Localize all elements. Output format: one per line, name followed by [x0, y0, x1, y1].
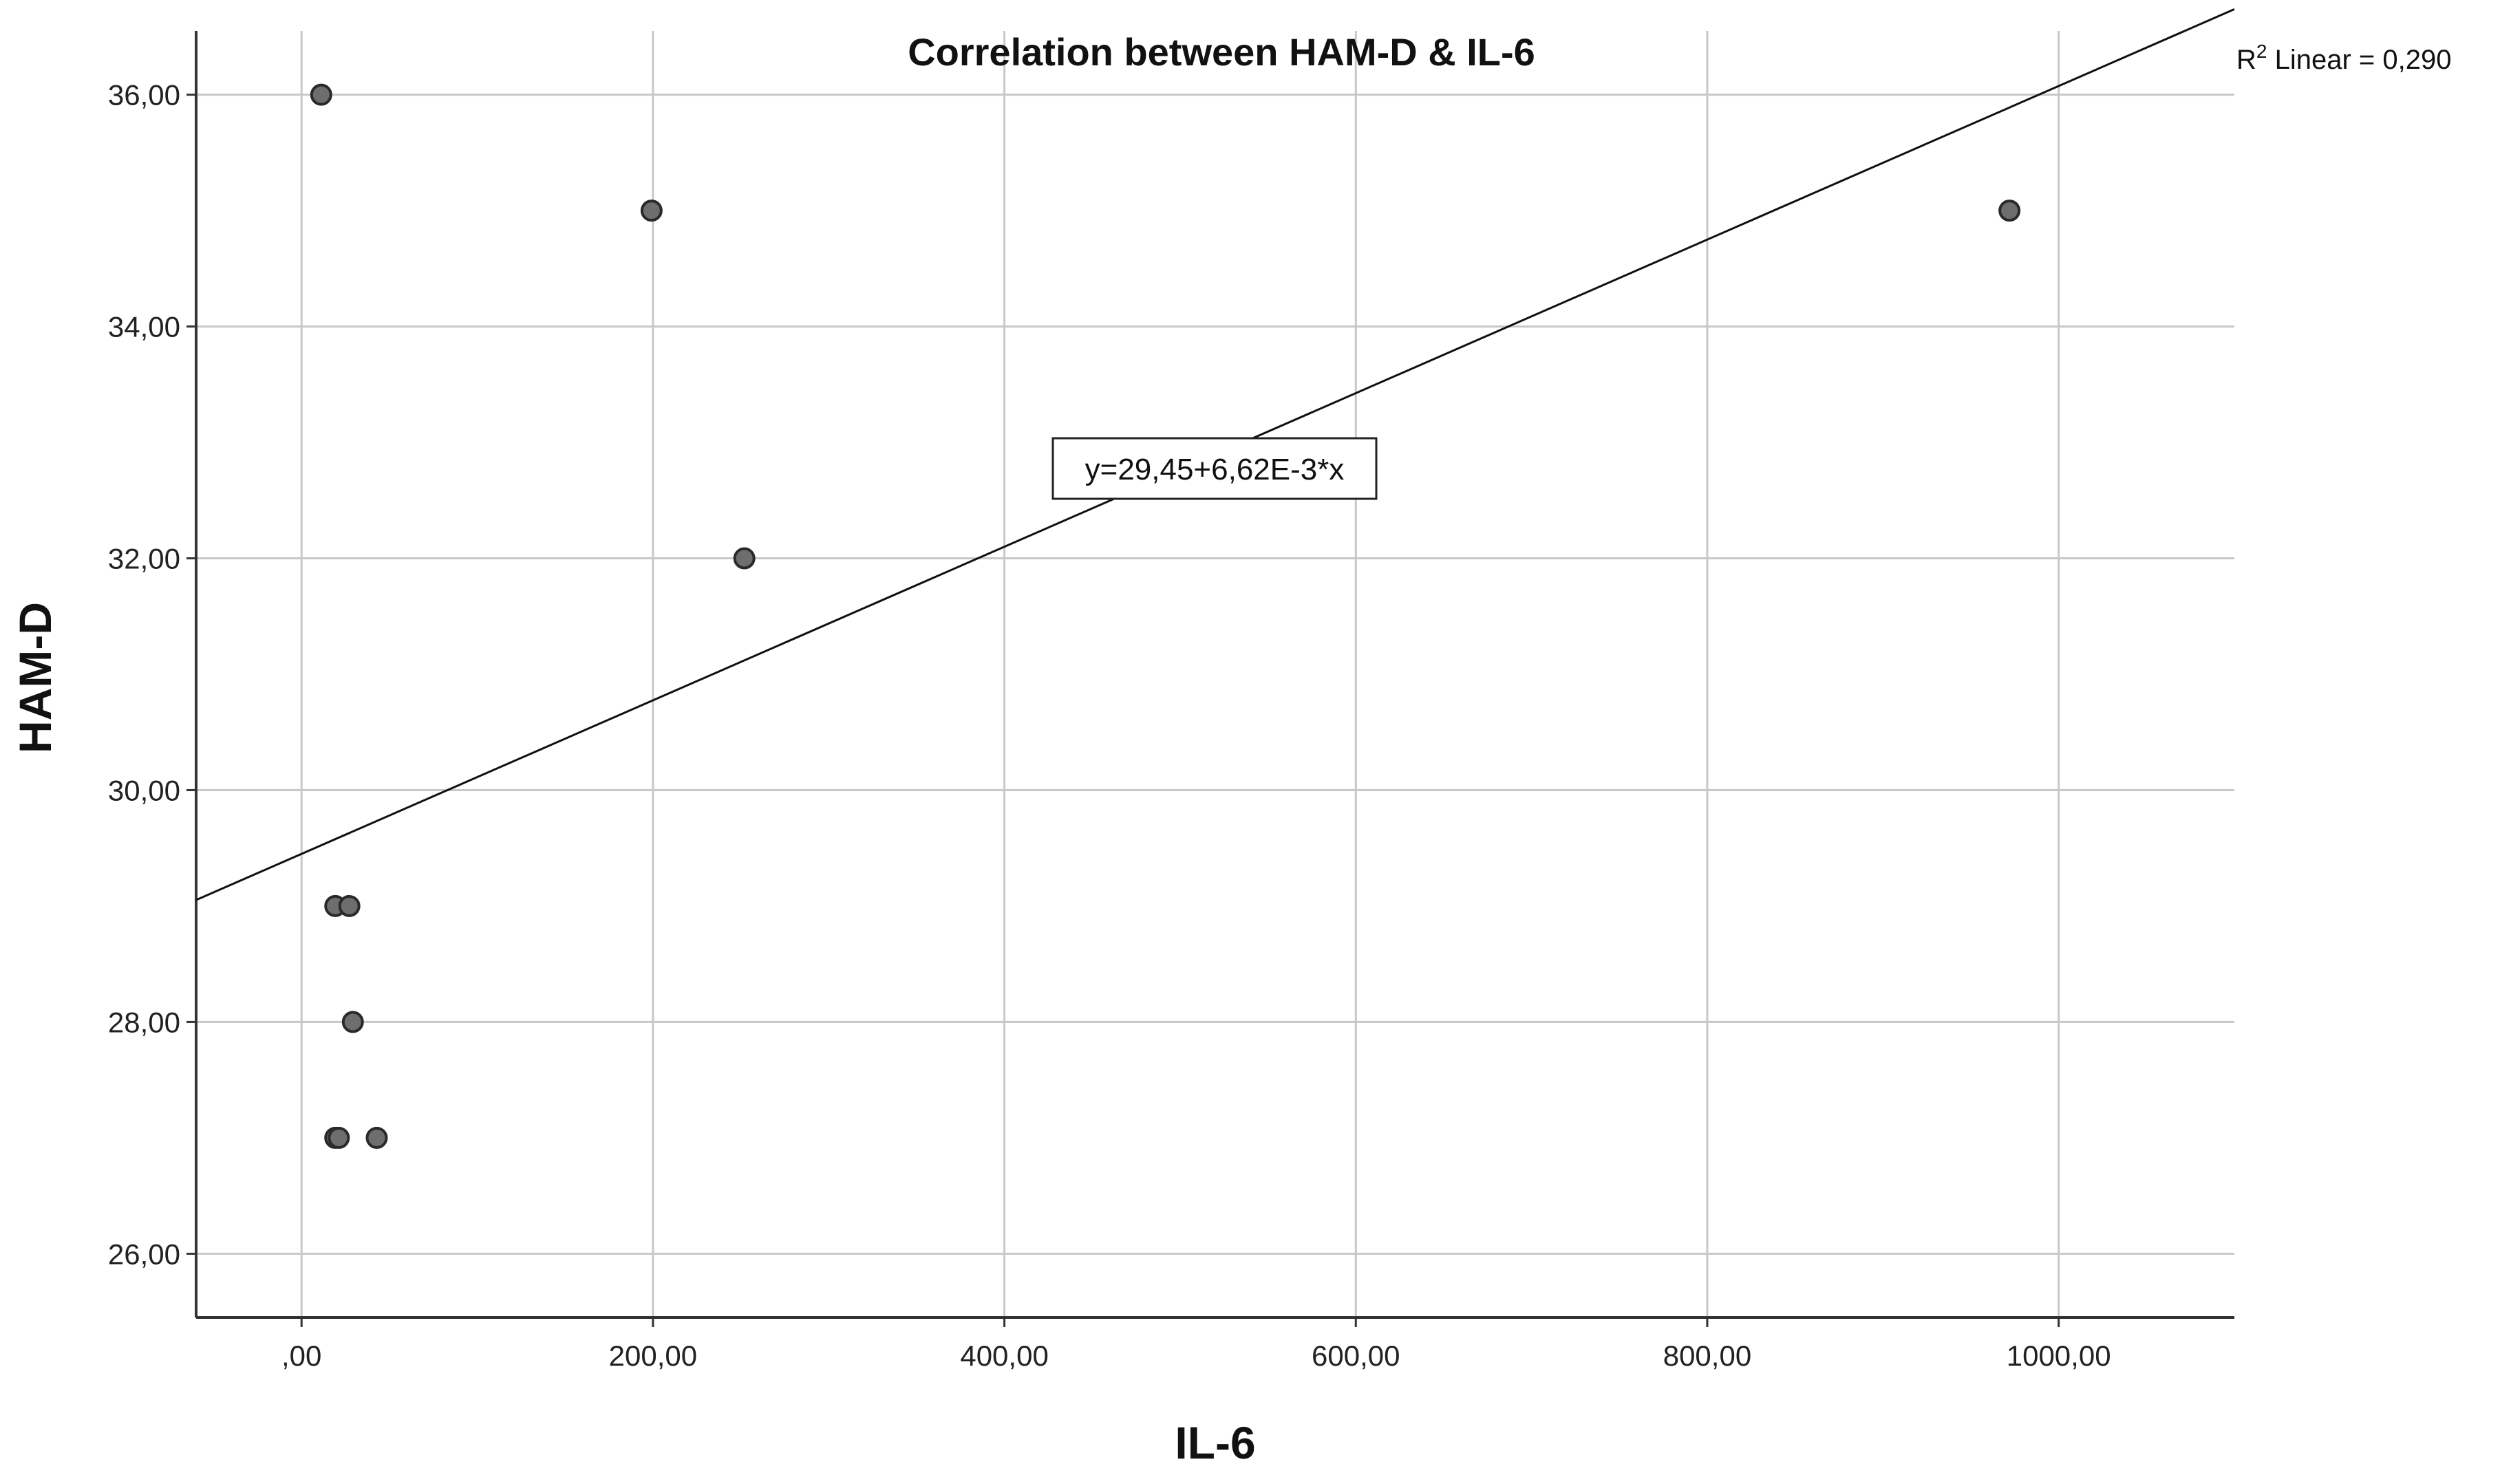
- y-tick-label: 30,00: [108, 774, 180, 806]
- x-tick-label: ,00: [281, 1340, 321, 1372]
- data-point: [338, 894, 361, 917]
- equation-box-border: [1051, 437, 1378, 500]
- data-point: [328, 1126, 350, 1149]
- data-point: [310, 83, 332, 106]
- y-tick-label: 36,00: [108, 79, 180, 111]
- data-point: [1998, 200, 2021, 222]
- chart-title: Correlation between HAM-D & IL-6: [908, 30, 1535, 74]
- x-tick-label: 800,00: [1663, 1340, 1751, 1372]
- grid-layer: [196, 31, 2234, 1318]
- axis-layer: [195, 31, 2234, 1319]
- data-point: [733, 547, 756, 570]
- y-tick-label: 32,00: [108, 543, 180, 575]
- y-tick-label: 26,00: [108, 1238, 180, 1270]
- data-point: [365, 1126, 388, 1149]
- y-tick-label: 34,00: [108, 311, 180, 343]
- r2-label: R2 Linear = 0,290: [2236, 41, 2451, 75]
- x-tick-label: 600,00: [1312, 1340, 1400, 1372]
- tick-labels: ,00 200,00 400,00 600,00 800,00 1000,00 26,00 2…: [108, 79, 2111, 1372]
- y-axis-title: HAM-D: [10, 602, 61, 753]
- data-point: [341, 1011, 364, 1033]
- x-tick-label: 400,00: [960, 1340, 1048, 1372]
- equation-label: y=29,45+6,62E-3*x: [1085, 453, 1345, 486]
- equation-box: y=29,45+6,62E-3*x: [1051, 437, 1378, 500]
- r2-superscript: 2: [2256, 41, 2267, 62]
- y-tick-label: 28,00: [108, 1006, 180, 1038]
- r2-value: Linear = 0,290: [2267, 45, 2451, 75]
- x-tick-label: 1000,00: [2007, 1340, 2111, 1372]
- data-points: [310, 83, 2021, 1149]
- x-axis-title: IL-6: [1175, 1417, 1255, 1468]
- x-tick-label: 200,00: [609, 1340, 697, 1372]
- data-point: [640, 200, 663, 222]
- r2-prefix: R: [2236, 45, 2256, 75]
